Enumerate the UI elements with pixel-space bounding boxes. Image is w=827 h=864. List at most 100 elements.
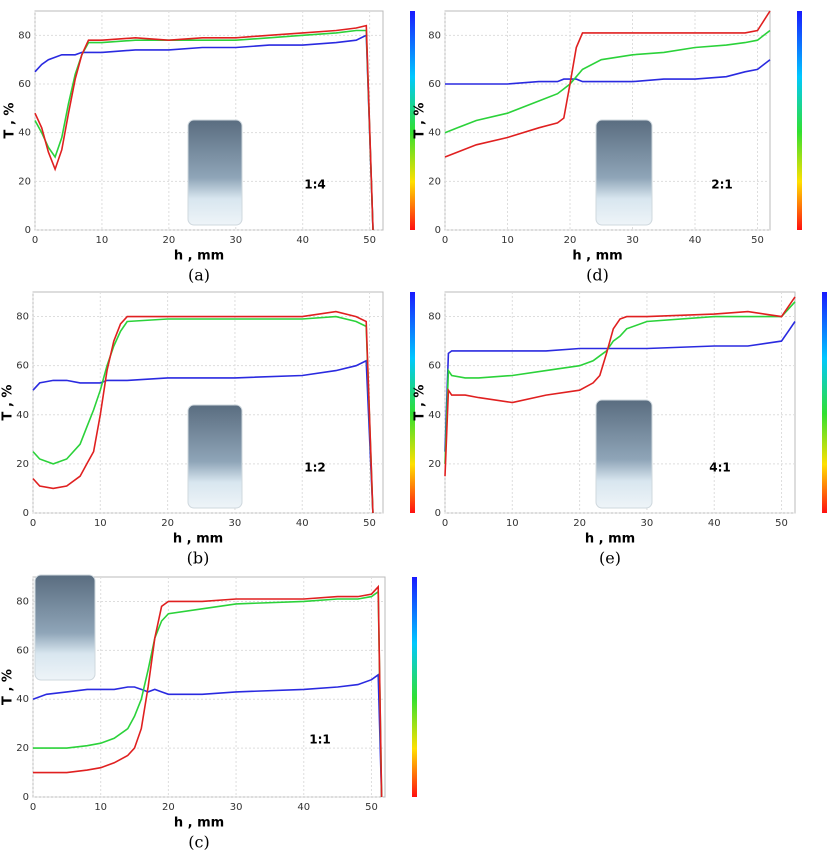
transmission-curve bbox=[444, 301, 796, 464]
x-tick-label: 40 bbox=[689, 235, 702, 246]
transmission-curve bbox=[34, 34, 374, 231]
y-tick-label: 80 bbox=[16, 596, 29, 607]
x-tick-label: 10 bbox=[506, 518, 519, 529]
y-tick-label: 80 bbox=[18, 30, 31, 41]
x-tick-label: 50 bbox=[365, 802, 378, 813]
x-axis-label: h , mm bbox=[174, 816, 224, 831]
x-tick-label: 50 bbox=[751, 235, 764, 246]
panel-label: (b) bbox=[187, 549, 210, 568]
transmission-curve bbox=[444, 296, 796, 477]
x-tick-label: 30 bbox=[230, 802, 243, 813]
y-tick-label: 40 bbox=[16, 694, 29, 705]
panel-label: (c) bbox=[188, 833, 209, 852]
x-tick-label: 0 bbox=[442, 518, 448, 529]
y-axis-label: T , % bbox=[1, 669, 16, 705]
colorbar bbox=[797, 11, 802, 230]
panel-label: (d) bbox=[586, 266, 609, 285]
y-tick-label: 40 bbox=[428, 128, 441, 139]
x-tick-label: 50 bbox=[363, 235, 376, 246]
x-axis-label: h , mm bbox=[572, 249, 622, 264]
x-tick-label: 20 bbox=[573, 518, 586, 529]
x-tick-label: 20 bbox=[161, 518, 174, 529]
x-tick-label: 50 bbox=[363, 518, 376, 529]
x-tick-label: 30 bbox=[229, 235, 242, 246]
transmission-curve bbox=[34, 29, 374, 231]
vial-photo bbox=[595, 399, 653, 509]
x-tick-label: 40 bbox=[297, 802, 310, 813]
vial-photo bbox=[34, 574, 96, 681]
x-tick-label: 30 bbox=[229, 518, 242, 529]
panel-label: (a) bbox=[188, 266, 210, 285]
x-tick-label: 0 bbox=[30, 518, 36, 529]
ratio-label: 1:4 bbox=[304, 178, 326, 192]
x-tick-label: 20 bbox=[564, 235, 577, 246]
transmission-curve bbox=[32, 310, 374, 514]
x-tick-label: 20 bbox=[162, 235, 175, 246]
y-tick-label: 0 bbox=[435, 225, 441, 236]
transmission-curve bbox=[444, 321, 796, 452]
y-tick-label: 0 bbox=[25, 225, 31, 236]
x-tick-label: 0 bbox=[32, 235, 38, 246]
x-tick-label: 10 bbox=[96, 235, 109, 246]
x-tick-label: 40 bbox=[296, 235, 309, 246]
y-tick-label: 20 bbox=[16, 743, 29, 754]
colorbar bbox=[410, 292, 415, 513]
transmission-curve bbox=[445, 59, 771, 85]
y-tick-label: 40 bbox=[428, 410, 441, 421]
transmission-curve bbox=[33, 584, 383, 798]
x-tick-label: 30 bbox=[626, 235, 639, 246]
y-axis-label: T , % bbox=[413, 385, 428, 421]
y-tick-label: 60 bbox=[428, 361, 441, 372]
ratio-label: 4:1 bbox=[709, 461, 731, 475]
x-tick-label: 10 bbox=[94, 518, 107, 529]
transmission-curve bbox=[34, 24, 374, 231]
panel-label: (e) bbox=[599, 549, 621, 568]
x-axis-label: h , mm bbox=[585, 532, 635, 547]
colorbar bbox=[410, 11, 415, 230]
y-tick-label: 80 bbox=[16, 312, 29, 323]
colorbar bbox=[822, 292, 827, 513]
x-tick-label: 20 bbox=[162, 802, 175, 813]
vial-photo bbox=[187, 404, 243, 509]
x-tick-label: 10 bbox=[94, 802, 107, 813]
y-tick-label: 80 bbox=[428, 30, 441, 41]
transmission-curve bbox=[32, 359, 374, 514]
y-tick-label: 20 bbox=[16, 459, 29, 470]
y-tick-label: 20 bbox=[18, 176, 31, 187]
x-axis-label: h , mm bbox=[173, 532, 223, 547]
y-tick-label: 20 bbox=[428, 459, 441, 470]
transmission-curve bbox=[444, 29, 771, 134]
ratio-label: 1:2 bbox=[304, 461, 326, 475]
x-tick-label: 30 bbox=[641, 518, 654, 529]
y-axis-label: T , % bbox=[1, 385, 16, 421]
x-tick-label: 40 bbox=[296, 518, 309, 529]
vial-photo bbox=[187, 119, 243, 226]
y-tick-label: 60 bbox=[18, 79, 31, 90]
colorbar bbox=[412, 577, 417, 797]
transmission-curve bbox=[32, 315, 374, 514]
y-tick-label: 0 bbox=[23, 508, 29, 519]
y-tick-label: 20 bbox=[428, 176, 441, 187]
y-tick-label: 60 bbox=[16, 361, 29, 372]
y-tick-label: 80 bbox=[428, 312, 441, 323]
y-tick-label: 60 bbox=[16, 645, 29, 656]
x-axis-label: h , mm bbox=[174, 249, 224, 264]
x-tick-label: 0 bbox=[442, 235, 448, 246]
transmission-curve bbox=[444, 10, 771, 158]
x-tick-label: 40 bbox=[708, 518, 721, 529]
x-tick-label: 0 bbox=[30, 802, 36, 813]
y-tick-label: 0 bbox=[23, 792, 29, 803]
y-tick-label: 0 bbox=[435, 508, 441, 519]
vial-photo bbox=[595, 119, 653, 226]
y-tick-label: 40 bbox=[18, 128, 31, 139]
y-tick-label: 40 bbox=[16, 410, 29, 421]
x-tick-label: 50 bbox=[775, 518, 788, 529]
x-tick-label: 10 bbox=[501, 235, 514, 246]
y-axis-label: T , % bbox=[3, 103, 18, 139]
y-axis-label: T , % bbox=[413, 103, 428, 139]
ratio-label: 2:1 bbox=[711, 178, 733, 192]
transmission-curve bbox=[32, 673, 383, 798]
ratio-label: 1:1 bbox=[309, 733, 331, 747]
y-tick-label: 60 bbox=[428, 79, 441, 90]
